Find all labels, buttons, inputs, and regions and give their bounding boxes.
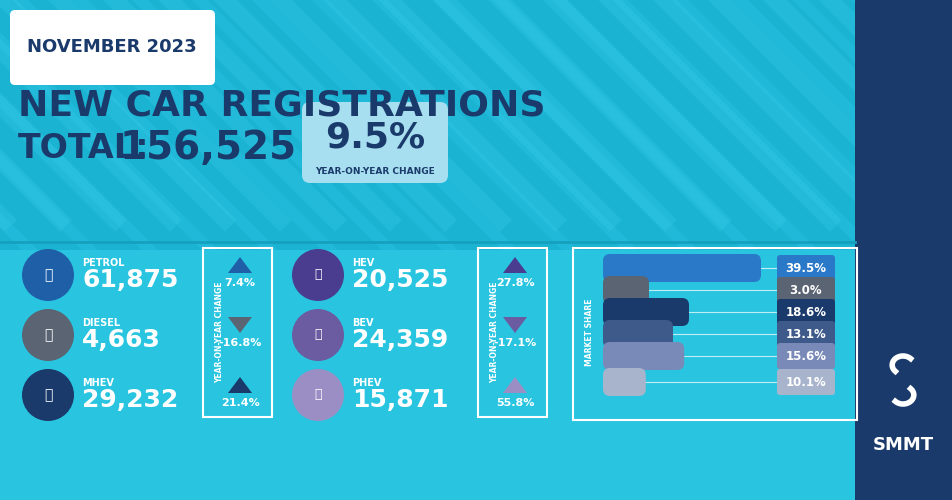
Text: 🔌: 🔌 bbox=[314, 268, 322, 281]
Text: 20,525: 20,525 bbox=[352, 268, 448, 292]
Text: 15.6%: 15.6% bbox=[785, 350, 826, 362]
Text: 18.6%: 18.6% bbox=[785, 306, 826, 318]
FancyBboxPatch shape bbox=[302, 102, 448, 183]
Text: 39.5%: 39.5% bbox=[785, 262, 826, 274]
Polygon shape bbox=[228, 257, 252, 273]
Text: SMMT: SMMT bbox=[872, 436, 934, 454]
Text: -16.8%: -16.8% bbox=[218, 338, 262, 348]
Polygon shape bbox=[228, 317, 252, 333]
Polygon shape bbox=[503, 257, 527, 273]
FancyBboxPatch shape bbox=[777, 343, 835, 369]
FancyBboxPatch shape bbox=[603, 276, 649, 304]
Polygon shape bbox=[503, 377, 527, 393]
Text: 61,875: 61,875 bbox=[82, 268, 178, 292]
Text: DIESEL: DIESEL bbox=[82, 318, 120, 328]
Text: 27.8%: 27.8% bbox=[496, 278, 534, 288]
FancyBboxPatch shape bbox=[10, 10, 215, 85]
FancyBboxPatch shape bbox=[777, 321, 835, 347]
FancyBboxPatch shape bbox=[777, 299, 835, 325]
Text: -17.1%: -17.1% bbox=[493, 338, 537, 348]
FancyBboxPatch shape bbox=[777, 277, 835, 303]
Circle shape bbox=[292, 249, 344, 301]
Text: NEW CAR REGISTRATIONS: NEW CAR REGISTRATIONS bbox=[18, 88, 545, 122]
Text: HEV: HEV bbox=[352, 258, 374, 268]
Polygon shape bbox=[503, 317, 527, 333]
FancyBboxPatch shape bbox=[603, 254, 761, 282]
Text: ⛽: ⛽ bbox=[44, 388, 52, 402]
FancyBboxPatch shape bbox=[777, 255, 835, 281]
Text: YEAR-ON-YEAR CHANGE: YEAR-ON-YEAR CHANGE bbox=[215, 281, 225, 383]
Text: MHEV: MHEV bbox=[82, 378, 114, 388]
Circle shape bbox=[22, 249, 74, 301]
Text: 4,663: 4,663 bbox=[82, 328, 161, 352]
Text: ⛽: ⛽ bbox=[44, 328, 52, 342]
Text: 29,232: 29,232 bbox=[82, 388, 178, 412]
Text: ⛽: ⛽ bbox=[44, 268, 52, 282]
Text: 🔌: 🔌 bbox=[314, 328, 322, 342]
Circle shape bbox=[22, 309, 74, 361]
Text: YEAR-ON-YEAR CHANGE: YEAR-ON-YEAR CHANGE bbox=[315, 168, 435, 176]
FancyBboxPatch shape bbox=[777, 369, 835, 395]
FancyBboxPatch shape bbox=[603, 368, 645, 396]
Circle shape bbox=[22, 369, 74, 421]
Text: 10.1%: 10.1% bbox=[785, 376, 826, 388]
Text: MARKET SHARE: MARKET SHARE bbox=[585, 298, 594, 366]
Text: 15,871: 15,871 bbox=[352, 388, 448, 412]
Text: PETROL: PETROL bbox=[82, 258, 125, 268]
Text: PHEV: PHEV bbox=[352, 378, 382, 388]
FancyBboxPatch shape bbox=[603, 298, 689, 326]
FancyBboxPatch shape bbox=[0, 250, 855, 500]
FancyBboxPatch shape bbox=[603, 320, 673, 348]
Text: 3.0%: 3.0% bbox=[790, 284, 823, 296]
Text: 🔌: 🔌 bbox=[314, 388, 322, 402]
Text: 156,525: 156,525 bbox=[120, 129, 297, 167]
Text: BEV: BEV bbox=[352, 318, 373, 328]
Circle shape bbox=[292, 369, 344, 421]
Text: 7.4%: 7.4% bbox=[225, 278, 255, 288]
Text: YEAR-ON-YEAR CHANGE: YEAR-ON-YEAR CHANGE bbox=[490, 281, 500, 383]
Circle shape bbox=[292, 309, 344, 361]
Text: TOTAL:: TOTAL: bbox=[18, 132, 149, 164]
Text: 24,359: 24,359 bbox=[352, 328, 448, 352]
Text: 21.4%: 21.4% bbox=[221, 398, 259, 408]
Text: 55.8%: 55.8% bbox=[496, 398, 534, 408]
Polygon shape bbox=[228, 377, 252, 393]
Text: 13.1%: 13.1% bbox=[785, 328, 826, 340]
Text: 9.5%: 9.5% bbox=[325, 120, 425, 154]
FancyBboxPatch shape bbox=[603, 342, 684, 370]
FancyBboxPatch shape bbox=[855, 0, 952, 500]
Text: NOVEMBER 2023: NOVEMBER 2023 bbox=[28, 38, 197, 56]
